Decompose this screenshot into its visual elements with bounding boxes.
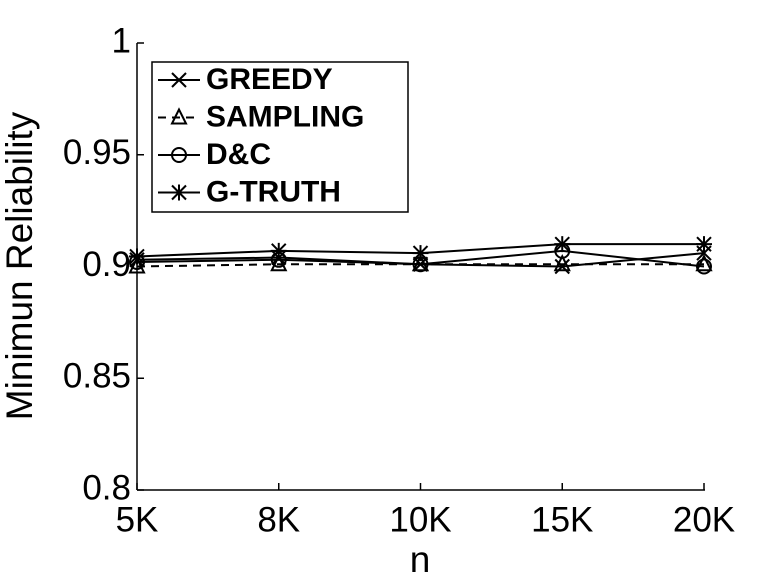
marker-stroke (171, 72, 187, 88)
data-point (412, 245, 429, 262)
legend-marker (171, 184, 187, 201)
data-point (270, 242, 287, 259)
data-point (128, 256, 146, 274)
marker-shape (171, 147, 187, 163)
marker-shape (128, 256, 146, 274)
data-point (553, 254, 571, 272)
marker-shape (553, 254, 571, 272)
data-point (270, 254, 288, 272)
y-tick-label: 0.9 (82, 245, 131, 284)
y-tick-label: 0.8 (82, 468, 131, 507)
data-point (696, 236, 712, 253)
marker-shape (695, 254, 713, 272)
marker-shape (270, 254, 288, 272)
marker-shape (696, 258, 712, 275)
x-tick-label: 10K (389, 500, 451, 539)
legend-marker (171, 72, 187, 88)
y-tick-label: 1 (112, 21, 131, 60)
legend-label: G-TRUTH (206, 175, 341, 208)
data-point (695, 254, 713, 272)
legend-label: D&C (206, 138, 271, 171)
x-axis-title: n (410, 539, 431, 580)
legend-label: SAMPLING (206, 100, 364, 133)
x-tick-label: 20K (673, 500, 735, 539)
data-point (129, 248, 145, 265)
marker-shape (170, 107, 188, 125)
data-point (554, 236, 571, 253)
y-tick-label: 0.85 (63, 357, 131, 396)
series-line (136, 249, 705, 268)
legend-label: GREEDY (206, 63, 333, 96)
legend-box (151, 61, 409, 213)
y-axis-title: Minimun Reliability (0, 111, 40, 420)
legend-marker (170, 107, 188, 125)
legend-marker (171, 147, 187, 163)
x-tick-label: 15K (531, 500, 593, 539)
x-tick-label: 5K (116, 500, 159, 539)
x-tick-label: 8K (257, 500, 300, 539)
y-tick-label: 0.95 (63, 133, 131, 172)
data-point (696, 258, 712, 275)
